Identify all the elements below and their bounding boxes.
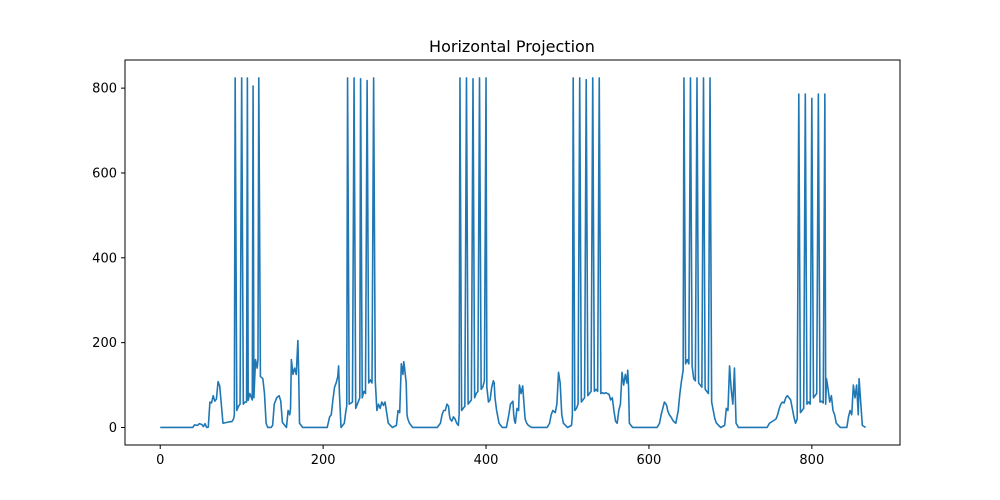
chart-title: Horizontal Projection [429,37,595,56]
y-axis: 0 200 400 600 800 [92,82,125,436]
y-tick-label: 400 [92,251,117,266]
x-tick-label: 200 [311,453,336,468]
y-tick-label: 800 [92,82,117,97]
axes-frame [124,59,901,446]
x-tick-label: 600 [637,453,662,468]
plot-area [160,77,867,429]
x-tick-label: 0 [156,453,164,468]
x-axis: 0 200 400 600 800 [156,445,824,468]
y-tick-label: 0 [109,421,117,436]
y-tick-label: 200 [92,336,117,351]
y-tick-label: 600 [92,166,117,181]
x-tick-label: 800 [799,453,824,468]
series-line-0 [160,77,867,429]
x-tick-label: 400 [474,453,499,468]
